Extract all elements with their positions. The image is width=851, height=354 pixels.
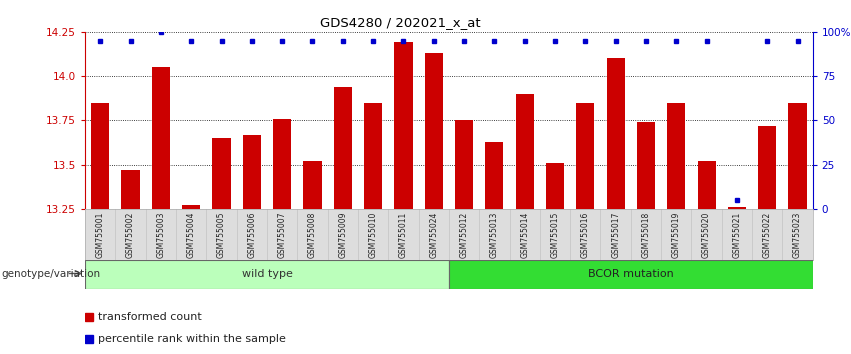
Bar — [364, 103, 382, 209]
Bar — [728, 207, 746, 209]
Text: GSM755010: GSM755010 — [368, 211, 378, 258]
Text: GSM755015: GSM755015 — [551, 211, 559, 258]
Text: GSM755012: GSM755012 — [460, 211, 469, 258]
Bar — [425, 53, 443, 209]
Text: GSM755005: GSM755005 — [217, 211, 226, 258]
Bar — [758, 126, 776, 209]
Text: wild type: wild type — [242, 269, 293, 279]
Bar — [455, 120, 473, 209]
Text: GDS4280 / 202021_x_at: GDS4280 / 202021_x_at — [320, 16, 480, 29]
Text: GSM755011: GSM755011 — [399, 211, 408, 258]
Text: GSM755023: GSM755023 — [793, 211, 802, 258]
Text: percentile rank within the sample: percentile rank within the sample — [98, 334, 286, 344]
Text: GSM755002: GSM755002 — [126, 211, 135, 258]
Bar — [667, 103, 685, 209]
Text: GSM755009: GSM755009 — [339, 211, 347, 258]
Text: GSM755022: GSM755022 — [762, 211, 772, 258]
Bar — [243, 135, 261, 209]
Text: GSM755003: GSM755003 — [157, 211, 165, 258]
Text: genotype/variation: genotype/variation — [2, 269, 100, 279]
Bar — [85, 260, 449, 289]
Text: GSM755018: GSM755018 — [642, 211, 650, 258]
Bar — [122, 170, 140, 209]
Bar — [213, 138, 231, 209]
Text: GSM755019: GSM755019 — [671, 211, 681, 258]
Text: transformed count: transformed count — [98, 312, 202, 322]
Text: GSM755021: GSM755021 — [733, 211, 741, 258]
Bar — [516, 94, 534, 209]
Text: GSM755004: GSM755004 — [186, 211, 196, 258]
Bar — [607, 58, 625, 209]
Bar — [151, 67, 170, 209]
Text: GSM755007: GSM755007 — [277, 211, 287, 258]
Bar — [394, 42, 413, 209]
Bar — [449, 260, 813, 289]
Bar — [576, 103, 594, 209]
Text: GSM755024: GSM755024 — [429, 211, 438, 258]
Text: GSM755013: GSM755013 — [490, 211, 499, 258]
Text: GSM755014: GSM755014 — [520, 211, 529, 258]
Bar — [334, 87, 352, 209]
Bar — [698, 161, 716, 209]
Text: BCOR mutation: BCOR mutation — [588, 269, 674, 279]
Bar — [91, 103, 109, 209]
Text: GSM755006: GSM755006 — [248, 211, 256, 258]
Bar — [273, 119, 291, 209]
Bar — [637, 122, 655, 209]
Text: GSM755001: GSM755001 — [96, 211, 105, 258]
Text: GSM755016: GSM755016 — [581, 211, 590, 258]
Bar — [303, 161, 322, 209]
Bar — [485, 142, 504, 209]
Text: GSM755017: GSM755017 — [611, 211, 620, 258]
Text: GSM755008: GSM755008 — [308, 211, 317, 258]
Bar — [545, 163, 564, 209]
Bar — [788, 103, 807, 209]
Bar — [182, 205, 200, 209]
Text: GSM755020: GSM755020 — [702, 211, 711, 258]
